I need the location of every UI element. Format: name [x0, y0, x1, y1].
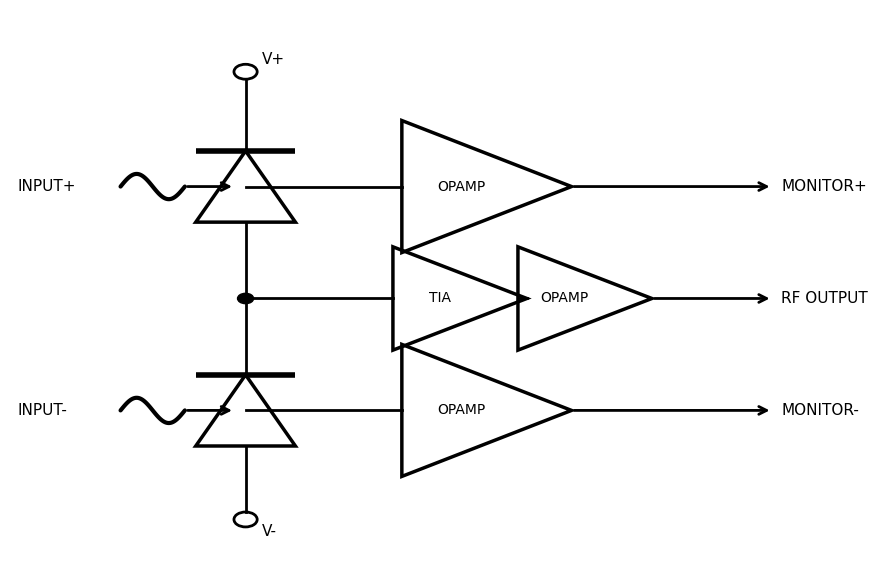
- Text: RF OUTPUT: RF OUTPUT: [781, 291, 868, 306]
- Text: MONITOR-: MONITOR-: [781, 403, 859, 418]
- Text: INPUT-: INPUT-: [18, 403, 68, 418]
- Text: MONITOR+: MONITOR+: [781, 179, 867, 194]
- Text: OPAMP: OPAMP: [540, 292, 589, 305]
- Text: OPAMP: OPAMP: [437, 180, 486, 193]
- Text: INPUT+: INPUT+: [18, 179, 77, 194]
- Text: V-: V-: [262, 524, 277, 539]
- Text: TIA: TIA: [429, 292, 451, 305]
- Circle shape: [238, 293, 254, 304]
- Text: V+: V+: [262, 52, 285, 67]
- Text: OPAMP: OPAMP: [437, 404, 486, 417]
